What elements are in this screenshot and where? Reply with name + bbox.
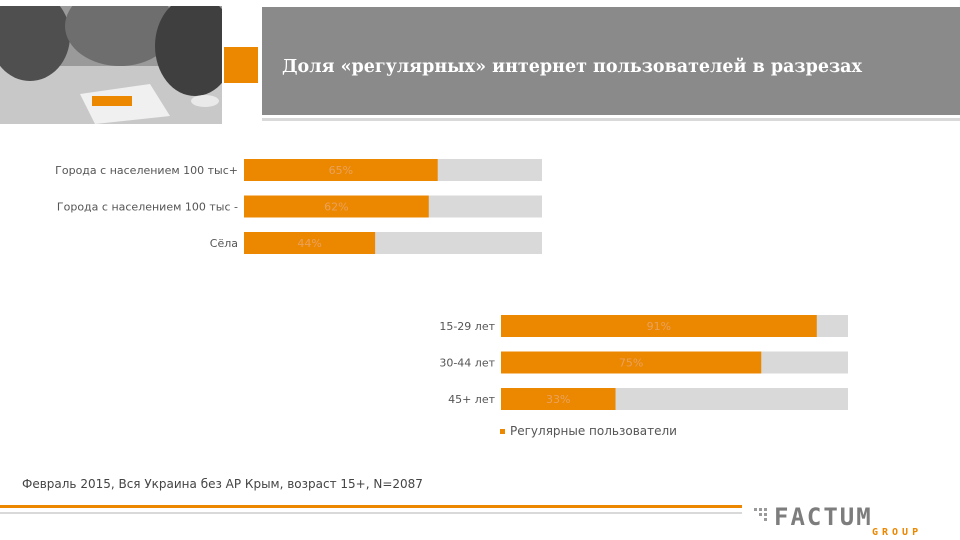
value-label: 33% bbox=[546, 393, 570, 406]
accent-square bbox=[224, 47, 258, 83]
value-label: 75% bbox=[619, 357, 643, 370]
legend-label: Регулярные пользователи bbox=[510, 424, 677, 438]
bar bbox=[501, 388, 616, 410]
header-photo bbox=[0, 6, 222, 124]
value-label: 62% bbox=[324, 201, 348, 214]
header-rule bbox=[262, 118, 960, 121]
logo-dots-icon bbox=[754, 508, 767, 521]
bar bbox=[501, 315, 817, 337]
source-note: Февраль 2015, Вся Украина без АР Крым, в… bbox=[22, 477, 423, 491]
footer-accent-line bbox=[0, 505, 742, 508]
legend: Регулярные пользователи bbox=[500, 424, 677, 438]
value-label: 44% bbox=[297, 237, 321, 250]
category-label: Сёла bbox=[210, 237, 238, 250]
category-label: 45+ лет bbox=[448, 393, 496, 406]
bar bbox=[244, 232, 376, 254]
category-label: Города с населением 100 тыс - bbox=[57, 201, 238, 214]
category-label: Города с населением 100 тыс+ bbox=[55, 164, 238, 177]
bar bbox=[501, 351, 762, 374]
title-panel: Доля «регулярных» интернет пользователей… bbox=[262, 7, 960, 115]
bar bbox=[244, 159, 438, 181]
bar bbox=[244, 195, 429, 218]
legend-swatch bbox=[500, 428, 505, 434]
logo-main: FACTUM bbox=[774, 503, 873, 531]
page-title: Доля «регулярных» интернет пользователей… bbox=[282, 57, 862, 77]
footer-grey-line bbox=[0, 512, 742, 514]
logo-sub: GROUP bbox=[872, 527, 922, 536]
factum-logo: FACTUM GROUP bbox=[754, 503, 922, 536]
value-label: 65% bbox=[329, 164, 353, 177]
category-label: 15-29 лет bbox=[439, 320, 495, 333]
value-label: 91% bbox=[647, 320, 671, 333]
category-label: 30-44 лет bbox=[439, 357, 495, 370]
